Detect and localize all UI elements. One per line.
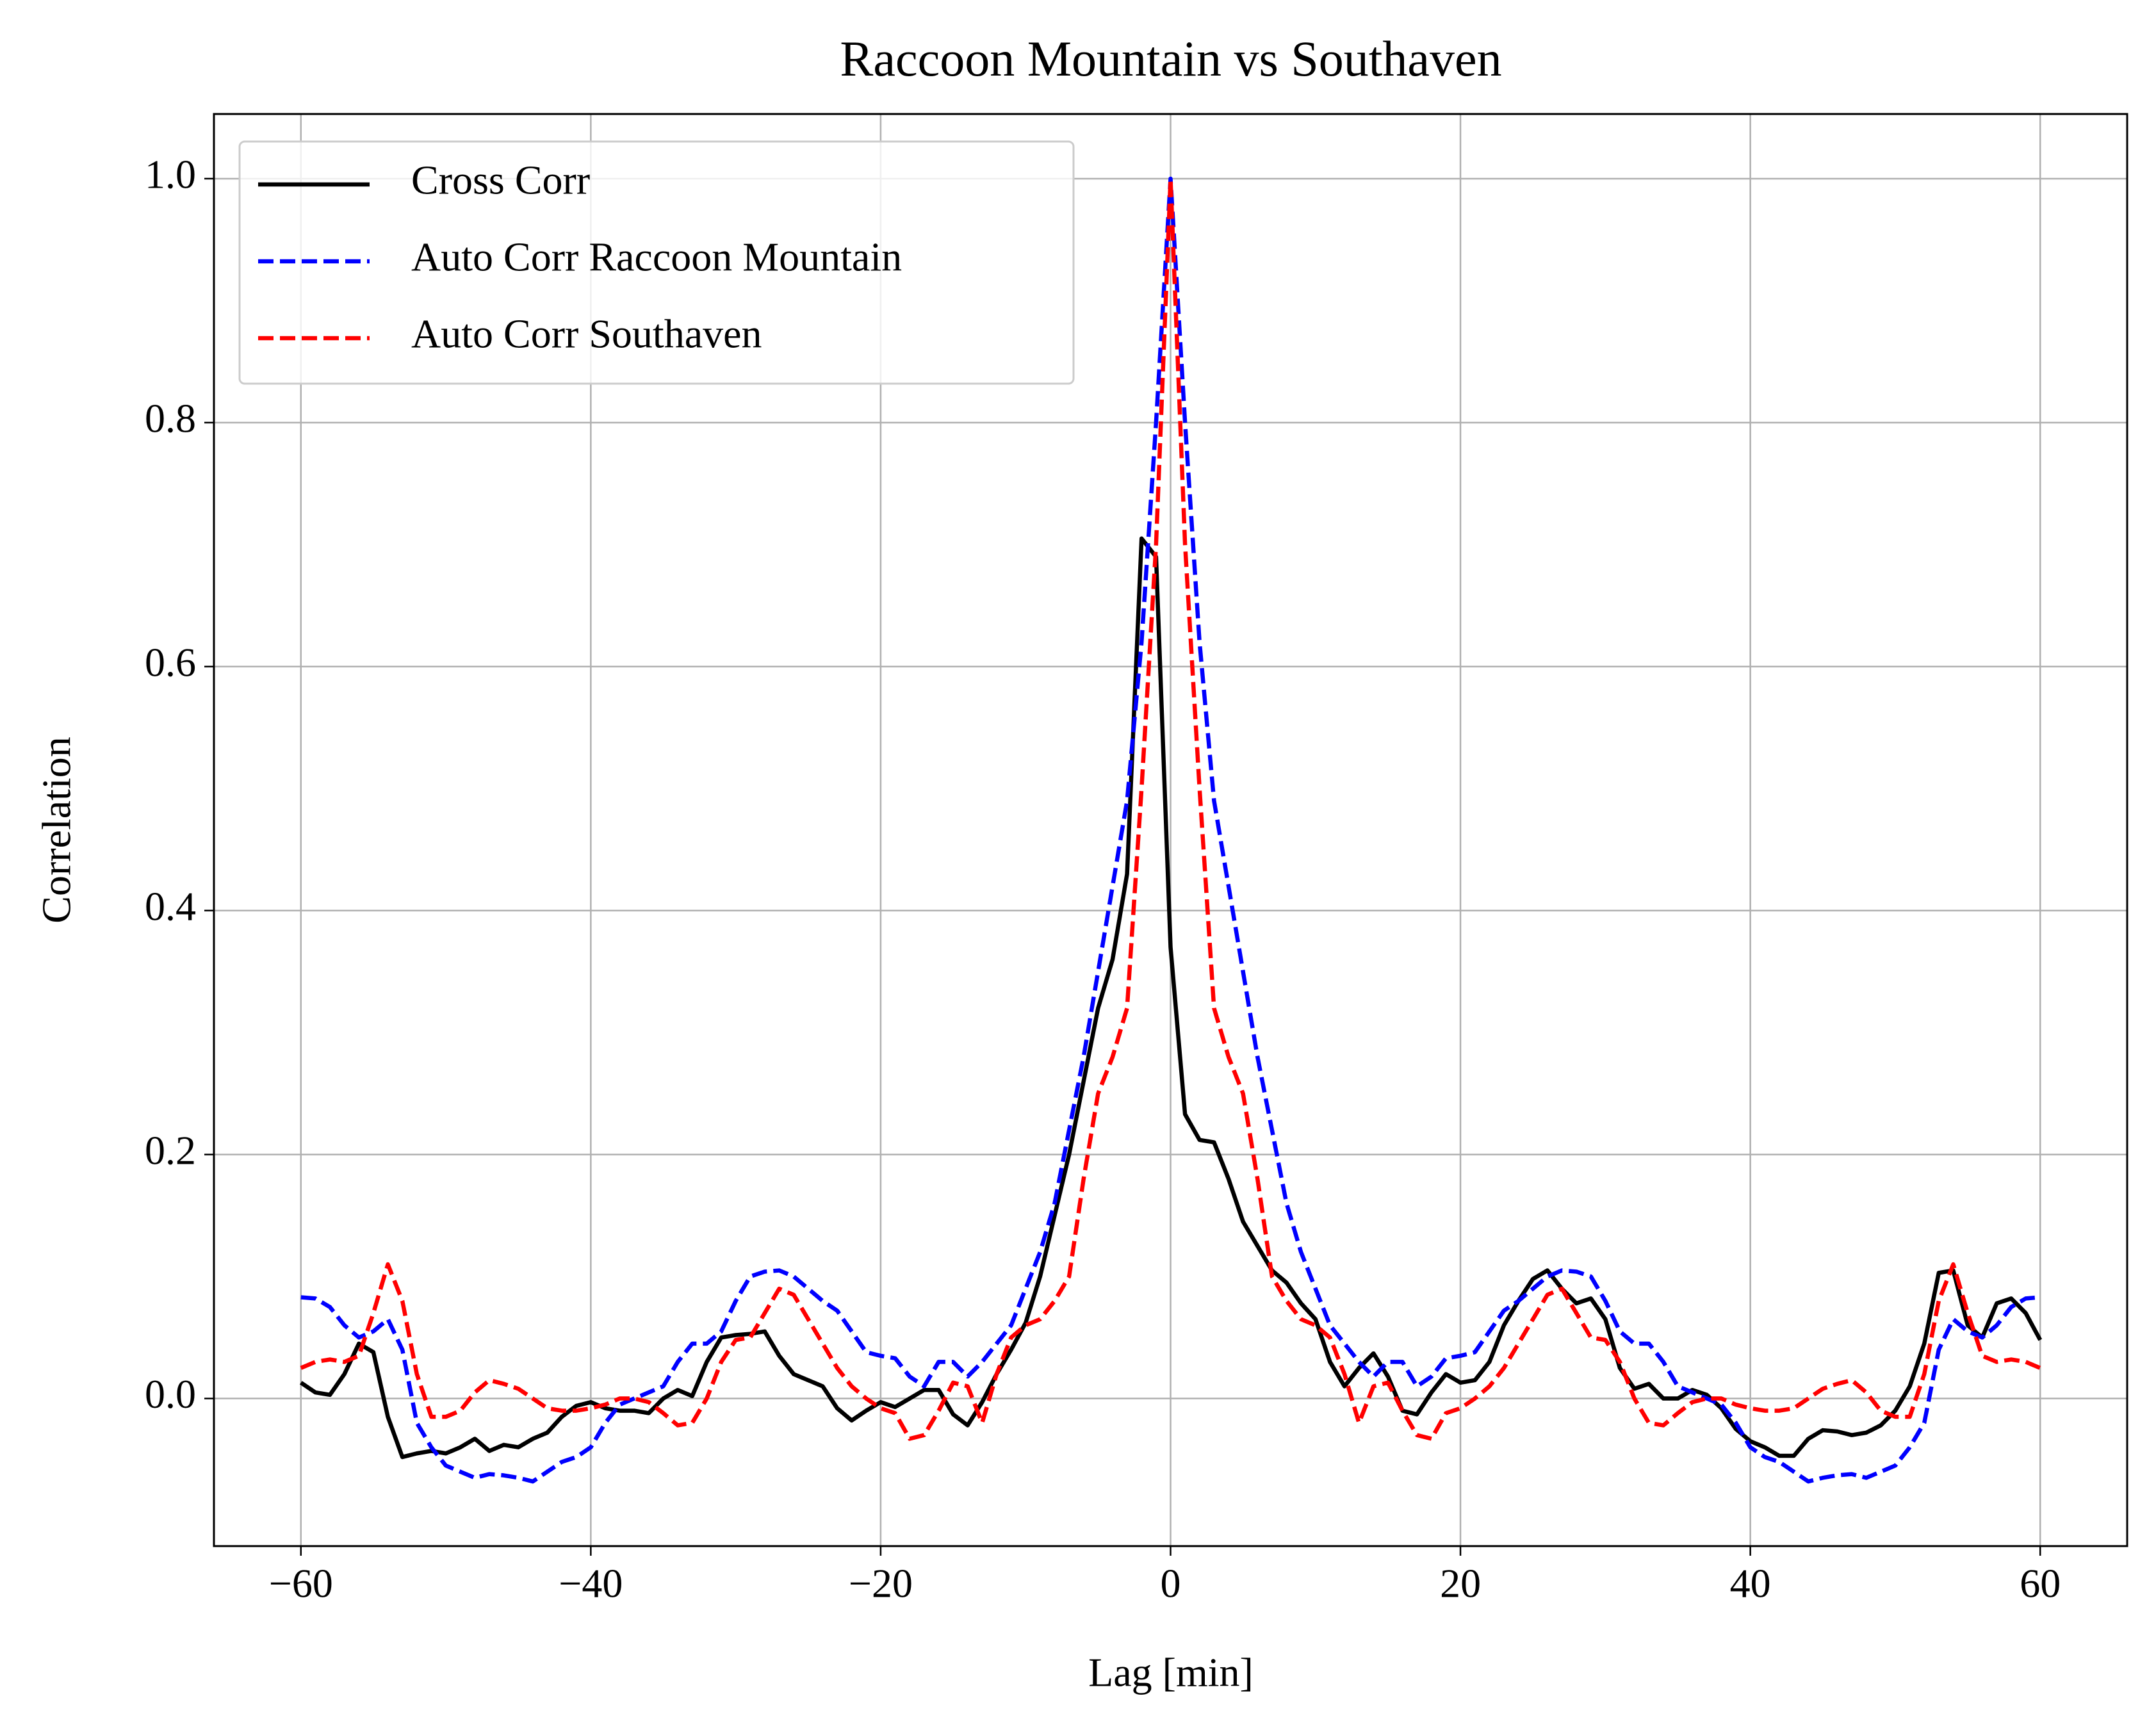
y-tick-label: 0.0 (145, 1371, 196, 1417)
chart-title: Raccoon Mountain vs Southaven (840, 31, 1501, 86)
x-tick-label: 40 (1730, 1561, 1771, 1606)
series-line (299, 536, 2043, 1460)
legend-label: Cross Corr (411, 158, 590, 203)
x-tick-label: −40 (559, 1561, 623, 1606)
plot-frame (213, 113, 2128, 1547)
y-tick-label: 0.4 (145, 883, 196, 929)
x-tick-label: 60 (2020, 1561, 2061, 1606)
x-tick-label: −60 (269, 1561, 333, 1606)
y-tick-label: 1.0 (145, 152, 196, 197)
x-tick-label: −20 (849, 1561, 913, 1606)
legend-label: Auto Corr Southaven (411, 311, 762, 357)
y-tick-label: 0.2 (145, 1127, 196, 1173)
y-tick-label: 0.8 (145, 396, 196, 441)
legend: Cross Corr Auto Corr Raccoon Mountain Auto… (238, 140, 1075, 385)
x-tick-label: 0 (1161, 1561, 1181, 1606)
y-axis-label: Correlation (34, 737, 79, 923)
x-tick-label: 20 (1440, 1561, 1481, 1606)
series-line (300, 176, 2041, 1484)
y-tick-label: 0.6 (145, 639, 196, 685)
legend-label: Auto Corr Raccoon Mountain (411, 234, 902, 280)
legend-box (238, 140, 1075, 385)
x-axis-label: Lag [min] (1088, 1650, 1254, 1695)
